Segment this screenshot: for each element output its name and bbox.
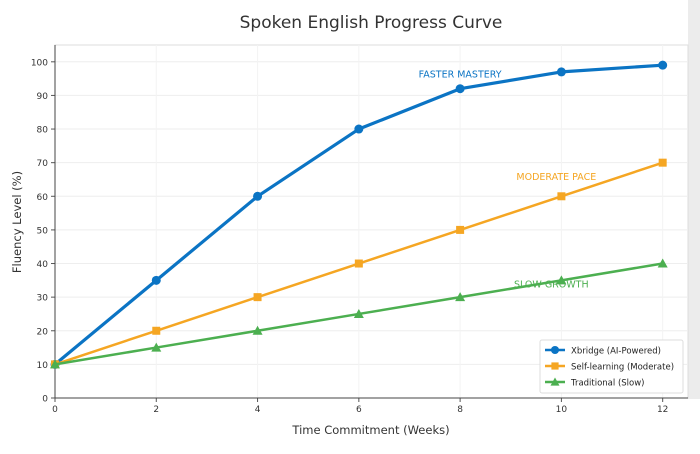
x-tick-label: 8	[457, 405, 463, 415]
data-point	[253, 191, 263, 201]
legend-box	[539, 339, 684, 394]
data-point	[252, 325, 263, 335]
data-point	[456, 225, 465, 234]
legend-label: Xbridge (AI-Powered)	[571, 347, 661, 357]
y-tick-label: 60	[37, 193, 49, 203]
y-tick-label: 10	[37, 361, 49, 371]
y-tick-label: 100	[31, 58, 48, 68]
data-point	[557, 192, 566, 201]
x-axis-label: Time Commitment (Weeks)	[291, 423, 449, 437]
x-tick-label: 2	[153, 405, 159, 415]
x-tick-label: 4	[255, 405, 261, 415]
legend-marker	[550, 377, 560, 386]
annotation: FASTER MASTERY	[419, 70, 502, 81]
data-point	[556, 275, 567, 285]
data-point	[455, 292, 466, 302]
legend-label: Self-learning (Moderate)	[571, 363, 674, 373]
x-tick-label: 10	[556, 405, 568, 415]
y-tick-label: 40	[37, 260, 49, 270]
chart-title: Spoken English Progress Curve	[240, 13, 503, 33]
legend-label: Traditional (Slow)	[570, 379, 645, 389]
data-point	[50, 359, 60, 369]
data-point	[354, 124, 364, 134]
data-point	[152, 326, 161, 335]
series-triangle	[50, 258, 668, 369]
y-tick-label: 0	[42, 395, 48, 405]
data-point	[353, 308, 364, 318]
annotation: MODERATE PACE	[516, 172, 596, 183]
data-point	[354, 259, 363, 268]
legend: Xbridge (AI-Powered) Self-learning (Moder…	[539, 339, 684, 394]
x-tick-label: 6	[356, 405, 362, 415]
y-axis-label: Fluency Level (%)	[10, 171, 24, 273]
data-point	[151, 275, 161, 285]
x-tick-label: 0	[52, 405, 58, 415]
data-point	[253, 293, 262, 302]
y-tick-label: 20	[37, 327, 49, 337]
data-point	[657, 258, 668, 268]
x-tick-label: 12	[657, 405, 668, 415]
plot-area	[54, 44, 689, 399]
y-tick-label: 90	[37, 92, 49, 102]
legend-marker	[551, 362, 559, 370]
data-point	[151, 342, 162, 352]
y-tick-label: 30	[37, 294, 49, 304]
figure-bottom	[0, 399, 700, 450]
data-point	[658, 158, 667, 167]
figure-edge	[688, 0, 700, 450]
y-tick-label: 50	[37, 226, 49, 236]
legend-marker	[550, 345, 560, 355]
data-point	[455, 84, 465, 94]
y-tick-label: 70	[37, 159, 49, 169]
y-tick-label: 80	[37, 126, 49, 136]
annotation: SLOW GROWTH	[514, 280, 589, 291]
data-point	[658, 60, 668, 70]
data-point	[556, 67, 566, 77]
